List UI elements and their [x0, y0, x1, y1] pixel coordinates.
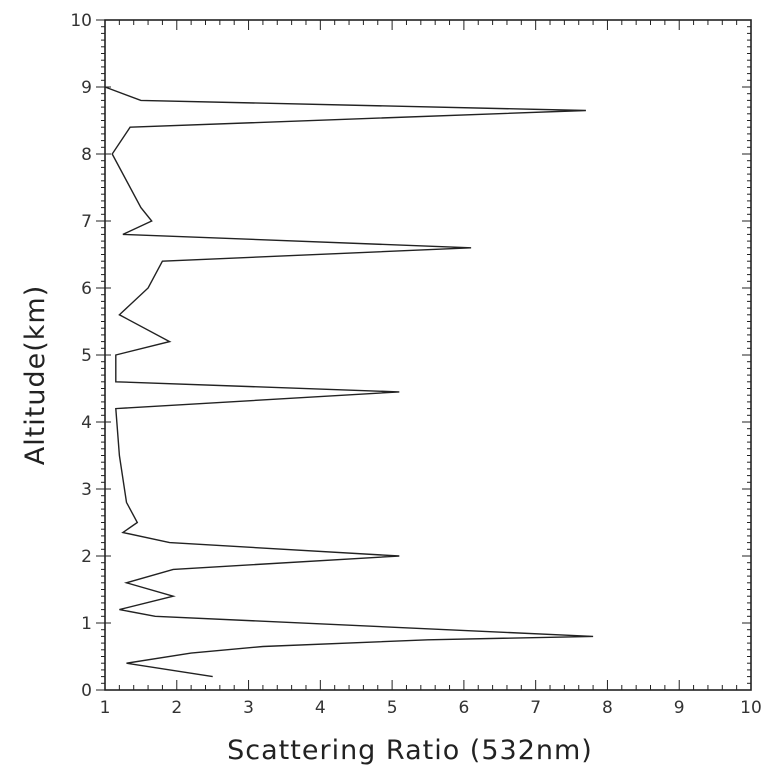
x-tick-label: 7 [530, 698, 541, 718]
x-tick-label: 3 [243, 698, 254, 718]
y-tick-label: 4 [81, 413, 92, 433]
x-tick-label: 2 [171, 698, 182, 718]
series-line [104, 86, 594, 678]
y-tick-label: 7 [81, 212, 92, 232]
plot-frame [104, 19, 752, 691]
y-tick-label: 0 [81, 681, 92, 701]
y-tick-label: 5 [81, 346, 92, 366]
y-tick-label: 1 [81, 614, 92, 634]
y-tick-label: 6 [81, 279, 92, 299]
x-tick-label: 10 [740, 698, 762, 718]
x-tick-label: 4 [315, 698, 326, 718]
y-tick-label: 10 [70, 11, 92, 31]
y-axis-title: Altitude(km) [20, 285, 51, 466]
x-tick-label: 8 [602, 698, 613, 718]
x-tick-label: 9 [674, 698, 685, 718]
y-tick-label: 3 [81, 480, 92, 500]
y-tick-label: 9 [81, 78, 92, 98]
y-tick-label: 8 [81, 145, 92, 165]
x-axis-title: Scattering Ratio (532nm) [227, 735, 593, 766]
y-tick-label: 2 [81, 547, 92, 567]
ticks [96, 19, 752, 691]
x-tick-label: 1 [100, 698, 111, 718]
x-tick-label: 5 [387, 698, 398, 718]
x-tick-label: 6 [458, 698, 469, 718]
